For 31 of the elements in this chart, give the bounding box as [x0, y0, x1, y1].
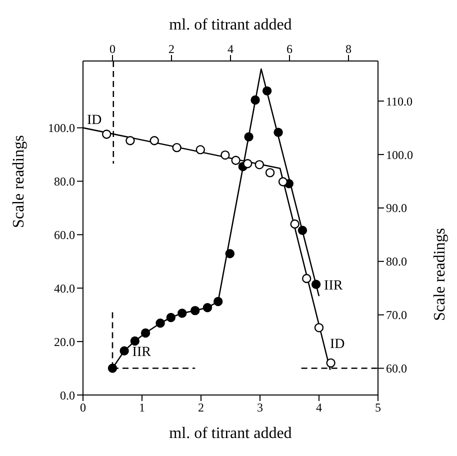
y-tick-label: 100.0	[48, 121, 75, 136]
x2-tick-label: 8	[346, 42, 352, 56]
annotation: ID	[87, 112, 102, 128]
x-tick-label: 2	[198, 400, 204, 415]
y2-tick-label: 60.0	[386, 362, 407, 376]
y2-tick-label: 70.0	[386, 308, 407, 322]
y2-axis-title: Scale readings	[432, 228, 449, 321]
x-tick-label: 0	[80, 400, 86, 415]
y-tick-label: 20.0	[54, 334, 75, 349]
x-tick-label: 5	[375, 400, 381, 415]
annotation: ID	[330, 336, 345, 352]
x2-tick-label: 0	[110, 42, 116, 56]
y2-tick-label: 110.0	[386, 94, 413, 108]
y-tick-label: 0.0	[60, 388, 75, 402]
x-tick-label: 4	[316, 400, 322, 415]
y-tick-label: 80.0	[54, 174, 75, 188]
x2-tick-label: 4	[228, 42, 234, 56]
y2-tick-label: 80.0	[386, 254, 407, 269]
y2-tick-label: 90.0	[386, 201, 407, 216]
x2-tick-label: 6	[286, 42, 292, 56]
x2-axis-title: ml. of titrant added	[169, 16, 292, 34]
x-axis-title: ml. of titrant added	[169, 425, 292, 442]
annotation: IIR	[324, 278, 344, 294]
annotation: IIR	[132, 344, 152, 360]
x-tick-label: 1	[139, 400, 145, 415]
y-axis-title: Scale readings	[10, 135, 28, 228]
y-tick-label: 60.0	[54, 228, 75, 242]
y2-tick-label: 100.0	[386, 148, 413, 162]
x-tick-label: 3	[257, 400, 263, 415]
y-tick-label: 40.0	[54, 281, 75, 296]
x2-tick-label: 2	[168, 42, 174, 56]
